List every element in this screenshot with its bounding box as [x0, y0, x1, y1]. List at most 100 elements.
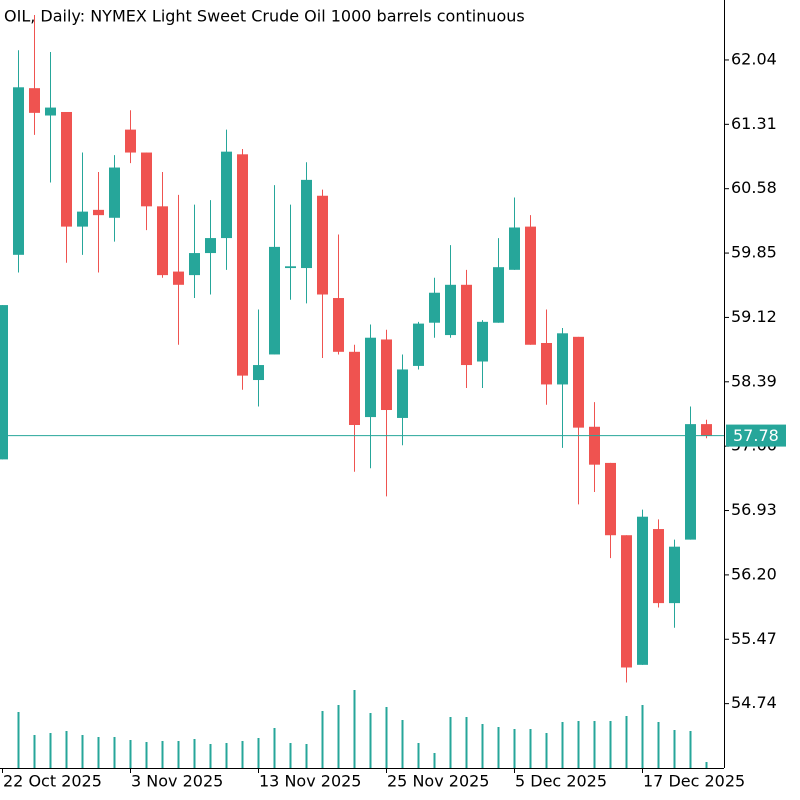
volume-bar	[369, 713, 372, 768]
candle-body	[61, 111, 72, 227]
y-tick-label: 59.85	[731, 243, 777, 262]
volume-bar	[353, 690, 356, 768]
candle-body	[621, 535, 632, 668]
volume-bar	[465, 717, 468, 768]
y-tick-label: 54.74	[731, 693, 777, 712]
volume-bar	[401, 720, 404, 768]
volume-bar	[257, 738, 260, 768]
volume-bar	[481, 724, 484, 768]
candle-body	[45, 107, 56, 116]
candle-body	[445, 284, 456, 336]
candle-body	[477, 321, 488, 362]
candle-body	[669, 546, 680, 604]
candle-body	[541, 342, 552, 385]
volume-bar	[49, 733, 52, 768]
volume-bar	[609, 721, 612, 768]
last-price-tag	[726, 424, 786, 447]
candle-body	[269, 246, 280, 355]
candle-body	[525, 226, 536, 345]
candle-body	[509, 227, 520, 270]
x-tick-label: 17 Dec 2025	[643, 772, 745, 791]
volume-bar	[321, 711, 324, 768]
candle-body	[573, 336, 584, 428]
candle-body	[429, 292, 440, 323]
volume-bar	[241, 741, 244, 768]
volume-bar	[689, 731, 692, 768]
volume-bar	[449, 717, 452, 768]
candle-body	[0, 305, 8, 460]
x-tick-label: 3 Nov 2025	[131, 772, 223, 791]
volume-bar	[529, 729, 532, 768]
candle-body	[109, 167, 120, 218]
volume-bar	[497, 727, 500, 768]
chart-title: OIL, Daily: NYMEX Light Sweet Crude Oil …	[4, 7, 525, 26]
candle-body	[637, 516, 648, 665]
candle-body	[13, 87, 24, 255]
candle-body	[205, 238, 216, 254]
volume-bar	[225, 743, 228, 768]
candle-body	[557, 333, 568, 385]
candle-body	[189, 253, 200, 276]
y-tick-label: 59.12	[731, 307, 777, 326]
volume-bar	[177, 741, 180, 768]
candle-body	[301, 179, 312, 269]
volume-bar	[129, 740, 132, 768]
candle-body	[77, 211, 88, 227]
volume-bar	[625, 716, 628, 768]
volume-bar	[161, 741, 164, 768]
volume-bar	[289, 743, 292, 768]
volume-bar	[209, 744, 212, 768]
y-tick-label: 55.47	[731, 629, 777, 648]
volume-bar	[337, 705, 340, 768]
y-tick-label: 62.04	[731, 49, 777, 68]
volume-bar	[33, 735, 36, 768]
candle-body	[365, 337, 376, 418]
candle-body	[685, 424, 696, 540]
x-tick-label: 22 Oct 2025	[3, 772, 102, 791]
volume-bar	[641, 705, 644, 768]
candle-body	[29, 88, 40, 113]
volume-bar	[417, 743, 420, 768]
volume-bar	[561, 722, 564, 768]
y-tick-label: 56.93	[731, 500, 777, 519]
candle-body	[237, 154, 248, 376]
volume-bar	[193, 739, 196, 768]
volume-bar	[657, 722, 660, 768]
plot-area	[0, 14, 712, 768]
volume-bar	[385, 707, 388, 768]
x-tick-label: 25 Nov 2025	[387, 772, 489, 791]
y-tick-label: 56.20	[731, 564, 777, 583]
volume-bar	[145, 742, 148, 768]
last-price-label: 57.78	[733, 426, 779, 445]
volume-bar	[673, 730, 676, 768]
candle-body	[397, 369, 408, 418]
x-tick-label: 13 Nov 2025	[259, 772, 361, 791]
volume-bar	[305, 744, 308, 768]
volume-bar	[705, 762, 708, 768]
volume-bar	[273, 728, 276, 768]
candle-body	[349, 351, 360, 426]
candle-body	[221, 151, 232, 239]
y-tick-label: 60.58	[731, 178, 777, 197]
volume-bar	[17, 712, 20, 768]
candle-body	[141, 152, 152, 207]
candle-body	[125, 129, 136, 153]
candle-body	[333, 298, 344, 352]
volume-bar	[97, 737, 100, 768]
x-tick-label: 5 Dec 2025	[515, 772, 607, 791]
candle-body	[285, 266, 296, 269]
volume-bar	[113, 737, 116, 768]
candle-body	[253, 365, 264, 381]
volume-bar	[545, 733, 548, 768]
y-tick-label: 61.31	[731, 114, 777, 133]
candle-body	[93, 209, 104, 216]
candle-body	[493, 267, 504, 323]
candle-body	[701, 424, 712, 436]
volume-bar	[81, 735, 84, 768]
candle-body	[157, 206, 168, 276]
candle-body	[317, 195, 328, 295]
candle-body	[381, 339, 392, 411]
y-tick-label: 58.39	[731, 371, 777, 390]
volume-bar	[65, 731, 68, 768]
